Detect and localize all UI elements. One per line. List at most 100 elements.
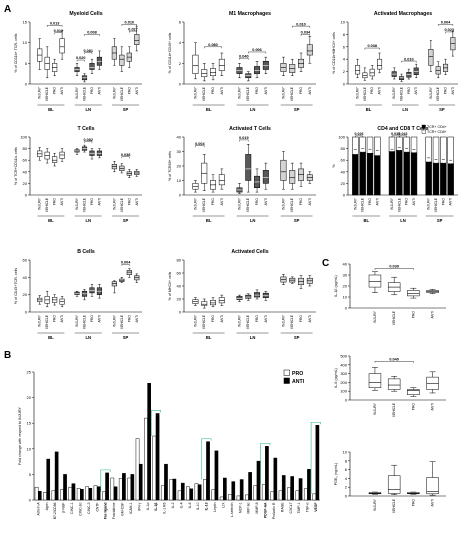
- y-tick-label: 60: [23, 158, 28, 163]
- significance-bracket: 0.008: [84, 31, 100, 36]
- p-value-label: 0.040: [389, 357, 399, 361]
- x-tick-label: PRO: [405, 198, 409, 206]
- x-tick-label: ANTI: [220, 87, 224, 95]
- y-tick-label: 60: [341, 158, 346, 163]
- chart-pge2: 0 2 4 6 8 10 PGE₂ (ng/mL) INJURY VEHICLE PRO ANTI: [334, 450, 446, 513]
- x-tick-label: VEHICLE: [83, 314, 87, 329]
- box-ln-pro: [406, 68, 412, 80]
- box-bl-anti: [59, 30, 65, 60]
- x-tick-label: PRO: [407, 87, 411, 95]
- y-tick-label: 10: [343, 295, 348, 300]
- y-tick-label: 100: [20, 135, 27, 140]
- bracket-line: [248, 51, 267, 54]
- bar-tcr-cd4-: [352, 154, 359, 196]
- bar-tcr-cd4-: [388, 151, 396, 196]
- x-tick-label: Fas ligand: [104, 503, 108, 520]
- significance-bracket: 0.026: [355, 132, 364, 138]
- bar-tcr-cd4-: [359, 151, 366, 196]
- x-tick-label: ANTI: [97, 87, 101, 95]
- x-tick-label: ANTI: [60, 87, 64, 95]
- p-value-label: 0.080: [208, 43, 218, 47]
- legend-label: TCR+ CD4+: [427, 125, 447, 129]
- x-tick-label: ANTI: [135, 198, 139, 206]
- panel-label-c: C: [322, 258, 330, 269]
- y-tick-label: 40: [23, 169, 28, 174]
- x-tick-label: INJURY: [112, 86, 116, 99]
- p-value-label: 0.004: [195, 142, 205, 146]
- x-tick-label: INJURY: [75, 197, 79, 210]
- y-tick-label: 20: [341, 181, 346, 186]
- x-tick-label: ANTI: [451, 87, 455, 95]
- box-sp-pro: [443, 58, 449, 75]
- x-tick-label: VEHICLE: [392, 402, 396, 417]
- x-tick-label: PDGF-AA: [264, 502, 268, 518]
- bracket-line: [129, 30, 137, 33]
- x-tick-label: ANTI: [375, 198, 379, 206]
- bracket-line: [401, 60, 417, 63]
- x-tick-label: RAGE: [280, 502, 284, 512]
- chart-bcells: 0 20 40 60 % of CD45+TCR- cells B Cells INJURY…: [14, 249, 142, 340]
- box-iqr: [192, 54, 199, 74]
- p-value-label: 0.012: [54, 29, 64, 33]
- x-tick-label: ANTI: [431, 499, 435, 507]
- y-tick-label: 300: [340, 371, 347, 376]
- x-tick-label: VEHICLE: [392, 310, 396, 325]
- box-ln-anti: [413, 63, 419, 79]
- bar-anti: [307, 469, 311, 501]
- p-value-label: 0.023: [444, 28, 454, 32]
- y-tick-label: 15: [27, 421, 32, 426]
- y-axis-label: % of TCR69+ cells: [168, 151, 172, 181]
- box-iqr: [134, 34, 140, 45]
- significance-bracket: 0.004: [121, 261, 131, 266]
- chart-tcells: 0 20 40 60 80 100 % of TCR+CD11b- cells T Cells…: [14, 126, 142, 223]
- y-tick-label: 6: [345, 467, 348, 472]
- bar-pro: [236, 495, 241, 501]
- y-tick-label: 0: [343, 82, 346, 87]
- x-tick-label: ANTI: [308, 198, 312, 206]
- bar-pro: [144, 417, 148, 501]
- box-iqr: [413, 67, 419, 75]
- bar-pro: [186, 486, 190, 501]
- x-tick-label: PRO: [127, 87, 131, 95]
- x-tick-label: PRO: [53, 198, 57, 206]
- p-value-label: 0.019: [239, 136, 249, 140]
- bar-pro: [270, 491, 274, 501]
- significance-bracket: 0.010: [292, 22, 311, 28]
- x-tick-label: INJURY: [281, 86, 285, 99]
- chart-title: M1 Macrophages: [229, 11, 271, 17]
- bar-pro: [203, 479, 207, 501]
- box-sp-injury: [111, 38, 117, 66]
- y-tick-label: 10: [341, 20, 346, 25]
- y-tick-label: 20: [27, 395, 32, 400]
- y-tick-label: 20: [177, 297, 182, 302]
- x-tick-label: VEHICLE: [83, 197, 87, 212]
- bar-pro: [118, 478, 123, 501]
- x-tick-label: VEHICLE: [120, 86, 124, 101]
- y-tick-label: 40: [23, 275, 28, 280]
- significance-bracket: 0.042: [399, 132, 408, 138]
- bar-pro: [245, 494, 249, 501]
- bar-anti: [80, 489, 84, 501]
- bar-pro: [60, 489, 64, 501]
- y-tick-label: 15: [23, 20, 28, 25]
- box-iqr: [377, 58, 383, 70]
- x-tick-label: CXCL7: [289, 502, 293, 513]
- bracket-line: [239, 57, 249, 60]
- y-tick-label: 40: [177, 284, 182, 289]
- box-iqr: [201, 69, 208, 78]
- bar-pro: [34, 486, 39, 501]
- box-sp-injury: [428, 40, 434, 72]
- x-tick-label: IL-13: [205, 502, 209, 510]
- chart-title: T Cells: [77, 126, 94, 132]
- box-sp-anti: [134, 25, 140, 52]
- bar-pro: [102, 491, 106, 501]
- x-tick-label: PRO: [299, 87, 303, 95]
- x-tick-label: VEHICLE: [246, 197, 250, 212]
- x-tick-label: INJURY: [373, 402, 377, 415]
- box-bl-anti: [377, 52, 383, 74]
- box-vehicle: [387, 276, 401, 296]
- significance-bracket: 0.010: [401, 57, 417, 63]
- y-tick-label: 0: [345, 494, 348, 499]
- x-tick-label: ANTI: [220, 315, 224, 323]
- p-value-label: 0.081: [83, 49, 93, 53]
